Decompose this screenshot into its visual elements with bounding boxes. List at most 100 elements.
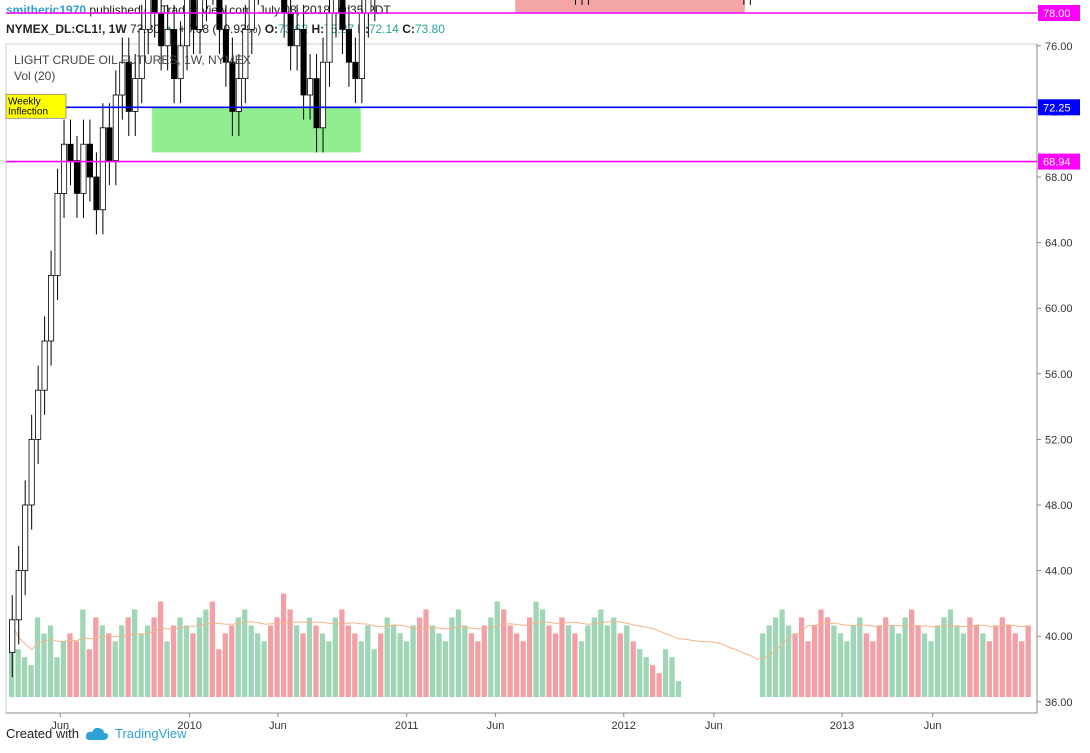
y-tick-label: 44.00 (1045, 566, 1073, 578)
volume-bar (501, 609, 507, 697)
volume-bar (624, 625, 630, 697)
volume-bar (203, 609, 209, 697)
y-tick-label: 64.00 (1045, 238, 1073, 250)
volume-bar (837, 633, 844, 697)
candle-body (106, 127, 113, 162)
weekly-inflection-zone-high (515, 0, 745, 13)
volume-bar (831, 625, 837, 697)
volume-bar (870, 641, 876, 697)
candle-body (242, 28, 249, 80)
annotation-text: Weekly (8, 96, 41, 107)
volume-bar (99, 625, 105, 697)
volume-bar (883, 617, 889, 697)
volume-bar (80, 609, 86, 697)
level-badge-label: 68.94 (1043, 157, 1071, 169)
volume-bar (164, 641, 170, 697)
volume-bar (488, 617, 494, 697)
level-badge (1038, 99, 1080, 116)
volume-bar (552, 633, 559, 697)
volume-bar (73, 641, 80, 697)
volume-bar (617, 633, 623, 697)
volume-bar (1006, 625, 1012, 697)
volume-bar (9, 625, 15, 697)
candle-body (300, 28, 307, 96)
candle-body (281, 0, 288, 14)
volume-bar (235, 617, 241, 697)
volume-bar (293, 625, 300, 697)
chart-title: LIGHT CRUDE OIL FUTURES, 1W, NYMEX (14, 53, 251, 67)
volume-bar (585, 625, 591, 697)
volume-bar (455, 609, 462, 697)
y-tick-label: 40.00 (1045, 631, 1073, 643)
volume-bar (507, 625, 513, 697)
candle-body (216, 0, 223, 30)
x-tick-label: 2010 (177, 720, 201, 732)
volume-bar (248, 625, 254, 697)
volume-bar (889, 625, 895, 697)
volume-bar (481, 625, 487, 697)
volume-bar (112, 641, 118, 697)
volume-bar (928, 641, 934, 697)
cloud-logo-icon (85, 727, 109, 740)
volume-bar (591, 617, 597, 697)
volume-bar (332, 617, 339, 697)
volume-bar (313, 625, 319, 697)
candle-body (190, 0, 197, 30)
candle-body (313, 78, 320, 129)
volume-bar (267, 625, 274, 697)
level-badge (1038, 153, 1080, 170)
x-tick-label: Jun (487, 720, 505, 732)
candle-body (287, 12, 294, 47)
candle-body (9, 619, 16, 653)
volume-bar (798, 617, 805, 697)
volume-bar (306, 617, 313, 697)
volume-bar (170, 625, 177, 697)
volume-bar (494, 601, 500, 697)
volume-bar (222, 633, 228, 697)
volume-bar (274, 617, 280, 697)
candle-body (99, 127, 106, 211)
volume-bar (190, 633, 196, 697)
candle-body (145, 0, 152, 30)
volume-bar (416, 617, 423, 697)
volume-bar (86, 649, 92, 697)
volume-bar (559, 617, 565, 697)
volume-bar (216, 649, 222, 697)
symbol[interactable]: NYMEX_DL:CL1!, 1W (6, 22, 127, 36)
volume-bar (462, 625, 468, 697)
volume-bar (106, 633, 112, 697)
volume-bar (319, 633, 326, 697)
x-tick-label: Jun (705, 720, 723, 732)
y-tick-label: 48.00 (1045, 500, 1073, 512)
x-tick-label: Jun (269, 720, 287, 732)
candle-body (86, 143, 93, 178)
volume-bar (934, 625, 941, 697)
tradingview-brand[interactable]: TradingView (114, 726, 187, 741)
y-tick-label: 56.00 (1045, 369, 1073, 381)
volume-bar (397, 633, 403, 697)
candle-body (358, 12, 365, 79)
volume-bar (863, 633, 869, 697)
candle-body (196, 0, 204, 30)
volume-bar (539, 609, 546, 697)
volume-bar (371, 649, 377, 697)
volume-ma-line (11, 620, 1029, 660)
volume-bar (423, 609, 429, 697)
volume-bar (967, 617, 973, 697)
candle-body (15, 570, 22, 621)
y-tick-label: 52.00 (1045, 434, 1073, 446)
volume-bar (326, 641, 332, 697)
candle-body (184, 0, 191, 47)
volume-bar (649, 665, 656, 697)
candle-body (125, 61, 132, 112)
close-value: 73.80 (414, 22, 445, 36)
volume-bar (760, 633, 766, 697)
volume-bar (572, 633, 578, 697)
volume-bar (255, 633, 261, 697)
volume-bar (15, 649, 21, 697)
volume-bar (915, 625, 921, 697)
volume-bar (157, 601, 164, 697)
volume-bar (546, 625, 552, 697)
